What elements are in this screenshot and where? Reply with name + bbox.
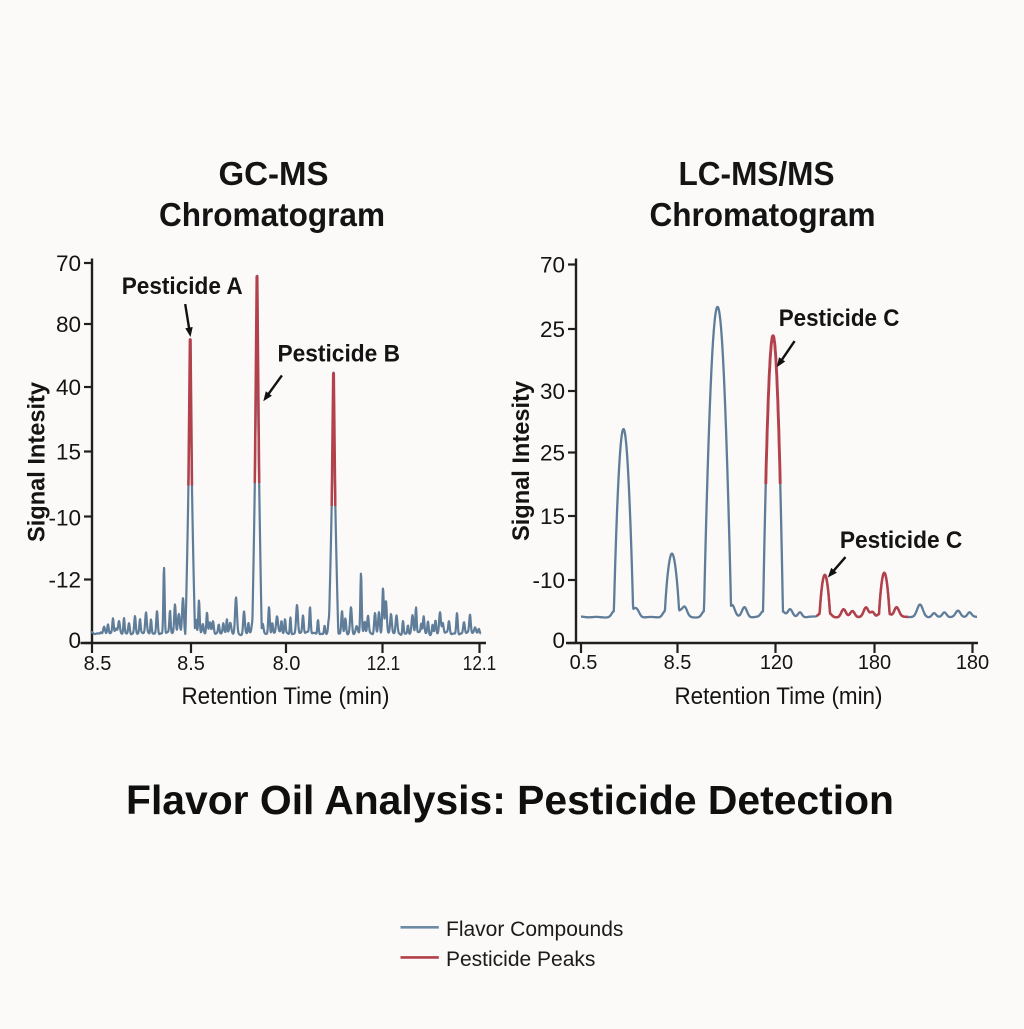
svg-text:Pesticide C: Pesticide C (840, 527, 963, 554)
svg-text:180: 180 (956, 652, 989, 674)
svg-text:0: 0 (552, 628, 565, 653)
svg-text:Signal Intesity: Signal Intesity (24, 381, 51, 542)
svg-text:25: 25 (540, 317, 565, 342)
svg-text:0: 0 (68, 628, 81, 653)
svg-text:12.1: 12.1 (367, 653, 401, 675)
svg-text:8.5: 8.5 (664, 652, 692, 674)
svg-text:70: 70 (56, 251, 81, 276)
svg-text:GC-MS: GC-MS (219, 155, 329, 192)
svg-text:12.1: 12.1 (463, 653, 497, 675)
svg-text:30: 30 (540, 379, 565, 404)
svg-text:Pesticide A: Pesticide A (122, 273, 243, 300)
svg-text:0.5: 0.5 (570, 652, 598, 674)
svg-text:Flavor Compounds: Flavor Compounds (446, 918, 623, 941)
svg-text:8.5: 8.5 (84, 653, 112, 675)
svg-text:-10: -10 (532, 568, 565, 593)
svg-text:40: 40 (56, 375, 81, 400)
svg-text:15: 15 (56, 440, 81, 465)
svg-text:Retention Time (min): Retention Time (min) (675, 683, 883, 710)
svg-text:8.5: 8.5 (177, 653, 205, 675)
svg-text:LC-MS/MS: LC-MS/MS (679, 155, 835, 192)
svg-text:-10: -10 (48, 506, 81, 531)
svg-text:25: 25 (540, 441, 565, 466)
svg-text:Retention Time (min): Retention Time (min) (182, 683, 390, 710)
svg-text:15: 15 (540, 504, 565, 529)
svg-text:Chromatogram: Chromatogram (650, 196, 876, 233)
svg-text:Signal Intesity: Signal Intesity (508, 380, 535, 541)
svg-text:Pesticide Peaks: Pesticide Peaks (446, 948, 595, 971)
svg-text:8.0: 8.0 (273, 653, 301, 675)
svg-text:70: 70 (540, 253, 565, 278)
svg-text:Flavor Oil Analysis: Pesticide: Flavor Oil Analysis: Pesticide Detection (126, 777, 894, 823)
svg-text:Pesticide B: Pesticide B (278, 341, 401, 368)
svg-text:180: 180 (858, 652, 891, 674)
svg-text:80: 80 (56, 312, 81, 337)
svg-text:120: 120 (760, 652, 793, 674)
svg-text:-12: -12 (48, 567, 81, 592)
svg-text:Pesticide C: Pesticide C (779, 305, 900, 332)
svg-text:Chromatogram: Chromatogram (159, 196, 385, 233)
